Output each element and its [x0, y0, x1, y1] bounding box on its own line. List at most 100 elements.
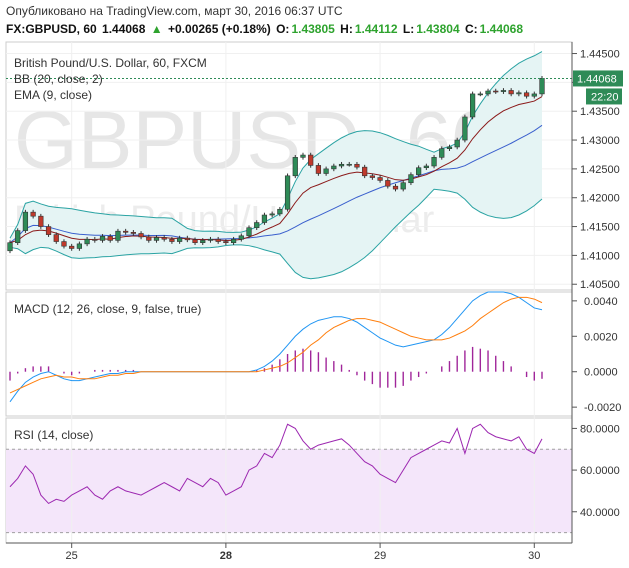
candle	[469, 91, 476, 120]
candle	[354, 161, 360, 170]
candle	[362, 164, 368, 179]
candle-up	[446, 146, 453, 149]
candle	[69, 243, 75, 251]
candle-up	[22, 211, 29, 231]
grid-lines	[6, 42, 572, 543]
candle	[493, 88, 499, 94]
candle	[92, 236, 98, 243]
price-tick-label: 1.44500	[580, 49, 620, 61]
candle-down	[315, 165, 322, 174]
candle-up	[76, 243, 83, 249]
candle-up	[462, 116, 468, 141]
candle	[523, 90, 530, 99]
candle-up	[400, 182, 406, 190]
candle	[153, 235, 160, 243]
macd-tick-label: 0.0000	[584, 367, 618, 379]
candle-up	[115, 230, 121, 241]
candle	[76, 241, 83, 251]
candle-down	[362, 166, 368, 177]
change-up-icon: ▲	[150, 22, 163, 36]
candle	[115, 228, 121, 243]
candle-up	[416, 167, 422, 175]
price-tick-label: 1.43500	[580, 106, 620, 118]
price-tick-label: 1.42500	[580, 164, 620, 176]
candle-down	[123, 230, 129, 233]
x-axis: 25 28 29 30	[6, 542, 572, 562]
published-caption: Опубликовано на TradingView.com, март 30…	[6, 4, 343, 18]
candle-up	[485, 90, 491, 95]
candle-down	[30, 211, 36, 217]
macd-tick-label: -0.0020	[584, 402, 621, 414]
candle-down	[392, 185, 399, 190]
candle	[377, 175, 383, 183]
candle	[439, 146, 445, 160]
candle	[408, 172, 414, 186]
candle	[292, 155, 298, 179]
candle	[84, 236, 90, 247]
candle-up	[7, 242, 13, 252]
candle	[346, 161, 352, 167]
candle	[169, 236, 175, 244]
low-value: 1.43804	[416, 22, 460, 36]
candle-down	[138, 233, 144, 238]
candle	[238, 233, 244, 242]
low-label: L:	[402, 22, 415, 36]
candle	[207, 236, 214, 243]
candle-up	[431, 157, 437, 167]
last-price: 1.44068	[102, 22, 146, 36]
symbol-quote-line: FX:GBPUSD, 60 1.44068 ▲ +0.00265 (+0.18%…	[6, 22, 525, 36]
candle	[446, 144, 453, 152]
candle	[107, 234, 113, 243]
high-label: H:	[340, 22, 353, 36]
candle-up	[500, 90, 507, 92]
candle	[315, 163, 322, 176]
candlestick-series	[6, 76, 572, 254]
candle-up	[284, 175, 291, 210]
candle-down	[369, 175, 375, 178]
candle-up	[15, 230, 21, 244]
candle-down	[92, 238, 98, 241]
candle-up	[246, 227, 252, 237]
main-pane-title: British Pound/U.S. Dollar, 60, FXCM	[14, 56, 207, 70]
candle-down	[308, 154, 314, 166]
candle-up	[177, 237, 183, 242]
candle-up	[207, 238, 214, 241]
candle-down	[354, 163, 360, 168]
candle	[477, 91, 483, 97]
candle-up	[292, 157, 298, 177]
candle-down	[45, 226, 52, 235]
candle	[184, 235, 190, 243]
candle-up	[230, 238, 237, 244]
candle-up	[269, 213, 275, 216]
candle-up	[84, 238, 90, 245]
candle-up	[200, 240, 206, 244]
candle-up	[99, 236, 106, 241]
candle-up	[516, 92, 522, 95]
ema-line	[9, 96, 543, 244]
candle	[200, 238, 206, 246]
candle	[369, 173, 375, 180]
macd-series	[9, 291, 543, 403]
candle	[269, 211, 275, 218]
candle	[431, 155, 437, 169]
candle-down	[69, 245, 75, 249]
rsi-tick-label: 40.0000	[580, 507, 620, 519]
candle	[308, 152, 314, 168]
candle	[38, 213, 44, 229]
macd-pane[interactable]	[5, 291, 573, 417]
x-tick-label: 28	[220, 550, 232, 562]
candle	[45, 224, 52, 237]
rsi-series	[9, 423, 543, 505]
candle-down	[53, 234, 59, 242]
candle	[246, 225, 252, 239]
candle	[177, 235, 183, 244]
candle	[15, 228, 21, 246]
candle	[223, 239, 229, 246]
candle	[53, 232, 59, 244]
candle-up	[539, 78, 545, 95]
candle-up	[439, 148, 445, 158]
candle	[146, 234, 152, 243]
macd-line	[9, 291, 543, 403]
candle-up	[408, 174, 414, 184]
